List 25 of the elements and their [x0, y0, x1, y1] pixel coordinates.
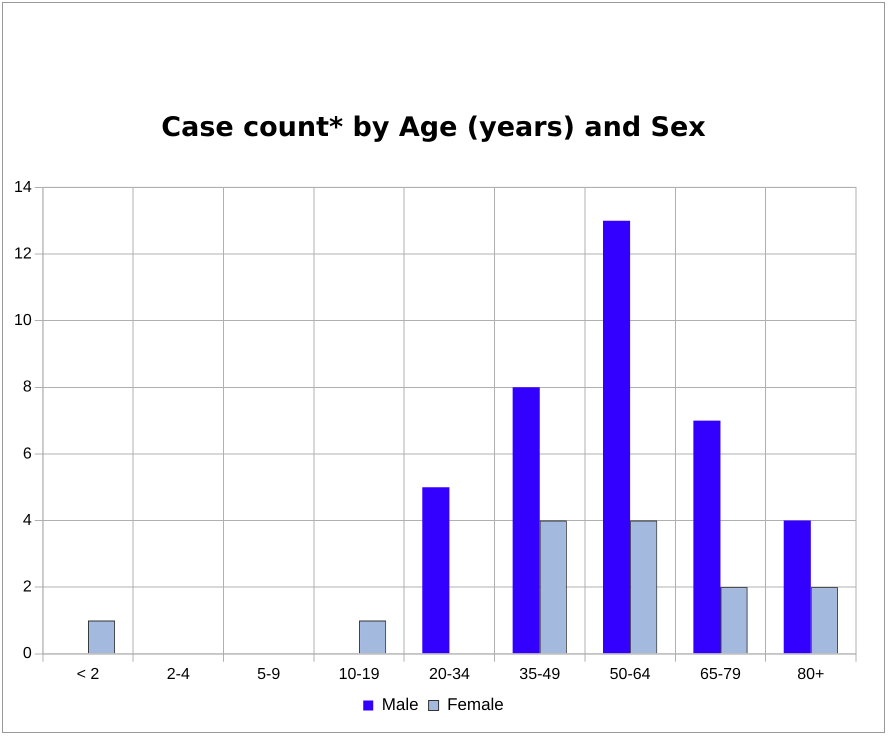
x-tick-label: 20-34 [428, 666, 470, 683]
x-tick-label: 10-19 [338, 666, 380, 683]
y-tick-label: 12 [14, 245, 32, 262]
bar [603, 220, 630, 654]
legend-label: Female [447, 695, 504, 714]
x-tick-label: 5-9 [257, 666, 280, 683]
x-tick-label: 35-49 [519, 666, 560, 683]
y-tick-label: 6 [22, 445, 32, 462]
y-tick-label: 8 [22, 378, 32, 396]
bar [693, 420, 720, 654]
y-tick-label: 0 [22, 645, 32, 662]
y-tick-label: 10 [14, 312, 32, 330]
bar [784, 520, 811, 654]
legend-label: Male [382, 695, 419, 714]
bar [422, 487, 450, 654]
y-tick-label: 14 [14, 178, 32, 196]
bar [512, 387, 540, 654]
x-tick-label: 2-4 [166, 666, 190, 683]
y-tick-label: 2 [22, 578, 32, 596]
x-tick-label: < 2 [76, 666, 100, 683]
x-tick-label: 65-79 [700, 666, 742, 683]
chart-title: Case count* by Age (years) and Sex [161, 112, 706, 144]
x-tick-label: 80+ [797, 666, 824, 683]
x-tick-label: 50-64 [610, 666, 651, 683]
y-tick-label: 4 [22, 512, 32, 529]
